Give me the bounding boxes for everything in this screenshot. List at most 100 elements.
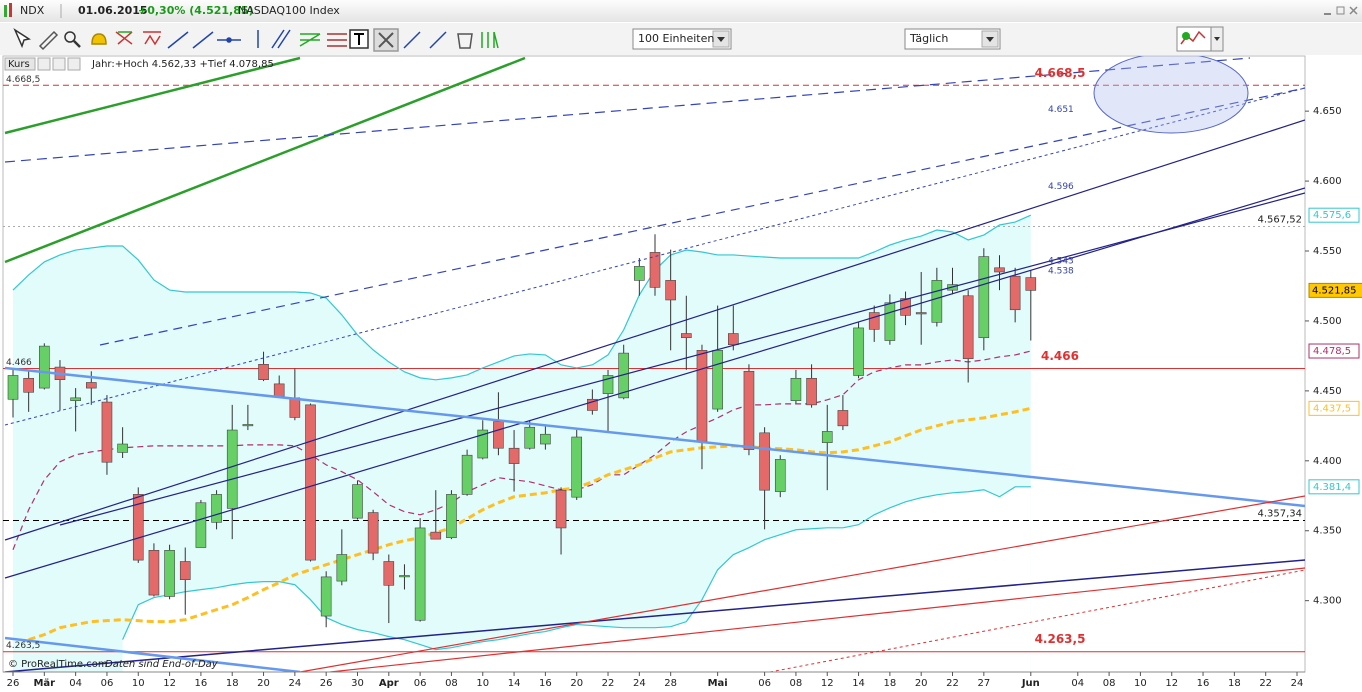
close-label: 4.521,85 [1312, 285, 1357, 296]
x-tick-label: 04 [1071, 678, 1084, 689]
candle-body [70, 397, 81, 401]
y-tick-label: 4.550 [1313, 246, 1342, 257]
info-label[interactable]: Kurs [8, 59, 30, 70]
last-value-box [1308, 479, 1360, 495]
candle-body [7, 375, 19, 400]
candle-body [1025, 277, 1037, 291]
x-tick-label: 10 [476, 678, 489, 689]
x-tick-label: 24 [633, 678, 646, 689]
candle-body [555, 489, 567, 529]
x-tick-label: 20 [915, 678, 928, 689]
units-dropdown[interactable] [632, 28, 732, 50]
x-tick-label: 08 [445, 678, 458, 689]
candle-body [211, 494, 222, 523]
candle-body [179, 561, 191, 580]
y-tick-label: 4.600 [1313, 176, 1342, 187]
candle-body [759, 432, 770, 491]
x-tick-label: 06 [758, 678, 771, 689]
candle-body [101, 401, 113, 463]
app-icon [4, 3, 12, 17]
x-tick-label: 22 [946, 678, 959, 689]
candle-body [132, 494, 144, 561]
x-tick-label: 22 [1259, 678, 1272, 689]
level-label: 4.668,5 [1035, 66, 1086, 80]
drawings [4, 56, 1305, 672]
x-tick-label: 08 [790, 678, 803, 689]
level-label: 4.357,34 [1257, 508, 1302, 519]
candle-body [696, 350, 708, 442]
x-tick-label: 10 [1134, 678, 1147, 689]
x-tick-label: 08 [1103, 678, 1116, 689]
x-tick-label: 24 [288, 678, 301, 689]
level-label-left: 4.466 [6, 358, 32, 368]
candle-body [931, 280, 943, 323]
candle-body [242, 424, 254, 427]
window-buttons[interactable] [1324, 6, 1358, 15]
level-label-left: 4.263,5 [6, 641, 40, 651]
candle-body [665, 280, 676, 301]
candle-body [477, 429, 489, 459]
info-box[interactable] [4, 57, 36, 71]
x-tick-label: 16 [539, 678, 552, 689]
x-tick-label: 04 [69, 678, 82, 689]
x-tick-label: 14 [508, 678, 521, 689]
candle-body [774, 459, 786, 492]
trend-label: 4.651 [1048, 105, 1074, 115]
candle-body [571, 436, 583, 498]
candle-body [837, 410, 849, 427]
toolbar-icons[interactable] [13, 28, 499, 52]
last-value-label: 4.381,4 [1313, 482, 1351, 493]
x-tick-label: 22 [602, 678, 615, 689]
candle-body [884, 302, 896, 341]
x-tick-label: 06 [101, 678, 114, 689]
x-tick-label: 26 [7, 678, 20, 689]
indicator-line [12, 214, 1032, 381]
units-value[interactable]: 100 Einheiten [638, 32, 714, 45]
period-value[interactable]: Täglich [909, 32, 948, 45]
candle-body [868, 312, 880, 330]
period-dropdown[interactable] [904, 28, 1001, 50]
level-label: 4.263,5 [1035, 632, 1086, 646]
symbol: NDX [20, 4, 45, 17]
indicator-button[interactable] [1176, 26, 1224, 52]
x-tick-label: 18 [1228, 678, 1241, 689]
x-tick-label: 20 [257, 678, 270, 689]
candle-body [743, 370, 755, 450]
x-tick-label: 06 [414, 678, 427, 689]
y-tick-label: 4.450 [1313, 386, 1342, 397]
candle-body [712, 350, 723, 410]
x-tick-label: 28 [664, 678, 677, 689]
y-tick-label: 4.350 [1313, 526, 1342, 537]
candle-body [493, 421, 504, 449]
last-value-label: 4.575,6 [1313, 210, 1351, 221]
x-tick-label: 12 [1165, 678, 1178, 689]
candle-body [962, 295, 974, 360]
footer: © ProRealTime.com [8, 659, 108, 670]
plot [3, 84, 1305, 672]
x-tick-label: 10 [132, 678, 145, 689]
candle-body [148, 550, 160, 596]
candle-body [806, 377, 817, 406]
candle-body [524, 426, 536, 449]
x-tick-label: 26 [320, 678, 333, 689]
level-label: 4.567,52 [1257, 215, 1302, 226]
x-tick-label: 16 [1197, 678, 1210, 689]
candle-body [446, 494, 457, 539]
date: 01.06.2015 [78, 4, 148, 17]
candle-body [273, 383, 285, 397]
close-box [1308, 282, 1362, 298]
candle-body [85, 382, 97, 389]
candle-body [305, 404, 316, 561]
x-tick-label: 18 [884, 678, 897, 689]
title-bar [0, 0, 1362, 22]
candle-body [602, 375, 614, 394]
last-value-label: 4.437,5 [1313, 403, 1351, 414]
level-label: 4.466 [1041, 349, 1079, 363]
candle-body [978, 256, 990, 339]
info-buttons[interactable] [37, 57, 81, 71]
x-tick-label: 16 [195, 678, 208, 689]
x-tick-label: Mär [33, 678, 55, 689]
x-tick-label: Jun [1021, 678, 1040, 689]
